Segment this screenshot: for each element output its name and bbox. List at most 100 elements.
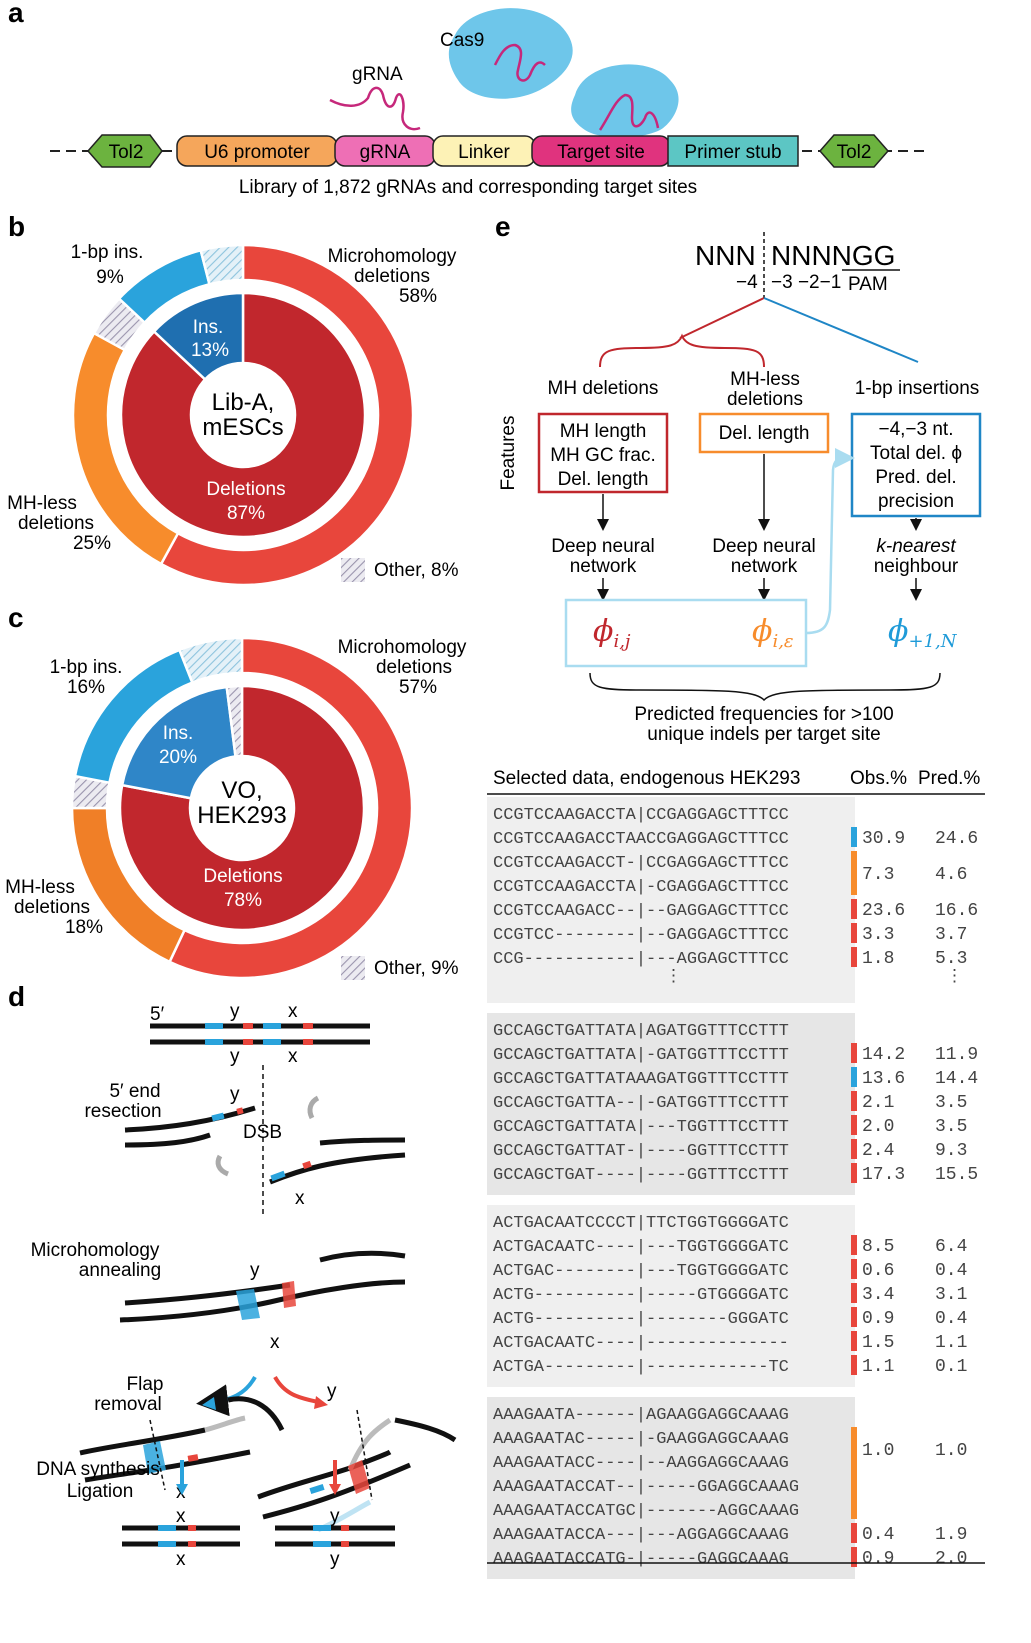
box-mh-2: MH GC frac. [550, 445, 656, 466]
final-left-red-top [188, 1525, 196, 1531]
cat-mh: MH deletions [548, 378, 659, 399]
indel-sequence: GCCAGCTGATTA--|-GATGGTTTCCTTT [493, 1094, 789, 1113]
flapR-right [394, 1417, 457, 1443]
phi-mhless: ϕi,ε [752, 614, 794, 652]
resect-red [236, 1107, 244, 1115]
other-legend-b: Other, 8% [374, 560, 459, 581]
pred-value: 24.6 [935, 829, 978, 849]
mh-blue-top [205, 1023, 223, 1029]
step-ligation-1: DNA synthesis [36, 1459, 160, 1480]
obs-value: 1.1 [862, 1357, 894, 1377]
cat-mhless-1: MH-less [730, 369, 800, 390]
box-ins-4: precision [878, 491, 954, 512]
pred-value: 1.0 [935, 1441, 967, 1461]
indel-sequence: AAAGAATACCATG-|-----GAGGCAAAG [493, 1550, 789, 1569]
flap-arrow-red [273, 1375, 319, 1404]
outer-slice-other-4 [199, 243, 245, 286]
ins-label-c-1: 1-bp ins. [50, 657, 123, 678]
grna-segment-label: gRNA [360, 142, 411, 163]
dsb-label: DSB [243, 1122, 282, 1143]
pred-value: 0.1 [935, 1357, 967, 1377]
pred-value: 1.9 [935, 1525, 967, 1545]
pred-value: 0.4 [935, 1309, 967, 1329]
panel-letter-a: a [8, 0, 24, 28]
outer-slice-microhomology-deletions-0 [159, 243, 415, 587]
center-label-c-2: HEK293 [197, 802, 286, 829]
indel-sequence: CCGTCCAAGACCT-|CCGAGGAGCTTTCC [493, 854, 789, 873]
center-label-b-1: Lib-A, [212, 389, 275, 416]
features-box-mhless [698, 412, 830, 454]
anneal-top-left [124, 1282, 291, 1306]
linker-label: Linker [458, 142, 510, 163]
output-brace [589, 672, 941, 702]
obs-header: Obs.% [850, 768, 907, 789]
obs-value: 23.6 [862, 901, 905, 921]
ins-label-b-1: 1-bp ins. [71, 242, 144, 263]
u6-promoter-label: U6 promoter [204, 142, 310, 163]
mh-red-bottom-1 [243, 1039, 253, 1045]
indel-sequence: GCCAGCTGATTATA|-GATGGTTTCCTTT [493, 1046, 789, 1065]
flapL-right [227, 1396, 285, 1432]
anneal-red-bridge [282, 1281, 296, 1308]
indel-sequence: ACTGAC--------|---TGGTGGGGATC [493, 1262, 789, 1281]
table-body: CCGTCCAAGACCTA|CCGAGGAGCTTTCC CCGTCCAAGAC… [487, 797, 978, 1579]
mhless-label-b-3: 25% [73, 533, 111, 554]
marker-mh [851, 1043, 857, 1063]
inner-del-label-b-1: Deletions [206, 479, 285, 500]
y-bottom-label: y [230, 1046, 240, 1067]
table-group-bg [487, 797, 855, 1003]
pred-value: 14.4 [935, 1069, 978, 1089]
obs-value: 7.3 [862, 865, 894, 885]
model-mhless-2: network [731, 556, 798, 577]
step-annealing-1: Microhomology [31, 1240, 160, 1261]
y-final-right-bottom: y [330, 1549, 340, 1570]
mhless-label-c-3: 18% [65, 917, 103, 938]
model-ins-2: neighbour [874, 556, 959, 577]
panel-b: b Lib-A, mESCs Microhomology deletions 5… [7, 211, 459, 587]
marker-mh [851, 923, 857, 943]
inner-ins-label-c-2: 20% [159, 747, 197, 768]
mh-label-c-2: deletions [376, 657, 452, 678]
mh-red-bottom-2 [303, 1039, 313, 1045]
donut-hole [190, 756, 294, 860]
marker-ins [851, 1067, 857, 1087]
obs-value: 0.4 [862, 1525, 894, 1545]
x-top-label: x [288, 1001, 298, 1022]
obs-value: 17.3 [862, 1165, 905, 1185]
mh-label-b-2: deletions [354, 266, 430, 287]
marker-mh [851, 899, 857, 919]
resect-blue-2 [270, 1170, 286, 1182]
flapR-gray-top [347, 1417, 392, 1471]
box-mh-3: Del. length [558, 469, 649, 490]
indel-sequence: GCCAGCTGATTAT-|----GGTTTCCTTT [493, 1142, 789, 1161]
marker-mh [851, 947, 857, 967]
indel-sequence: ACTG----------|-----GTGGGGATC [493, 1286, 789, 1305]
obs-value: 0.9 [862, 1549, 894, 1569]
pred-value: 3.5 [935, 1117, 967, 1137]
features-box-ins [850, 412, 982, 518]
mh-red-top-2 [303, 1023, 313, 1029]
box-mh-1: MH length [560, 421, 647, 442]
y-top-label: y [230, 1001, 240, 1022]
flapL-blue [143, 1441, 166, 1474]
mh-label-b-3: 58% [399, 286, 437, 307]
obs-value: 2.1 [862, 1093, 894, 1113]
panel-letter-d: d [8, 981, 25, 1012]
flap-arrow-blue [196, 1375, 257, 1417]
pred-value: 4.6 [935, 865, 967, 885]
x-final-left-top: x [176, 1506, 186, 1527]
other-legend-c: Other, 9% [374, 958, 459, 979]
phi-ins: ϕ+1,N [888, 614, 958, 652]
mhless-label-b-2: deletions [18, 513, 94, 534]
anneal-top-right [319, 1250, 406, 1263]
model-mhless-1: Deep neural [712, 536, 816, 557]
ref-sequence: AAAGAATA------|AGAAGGAGGCAAAG [493, 1406, 789, 1425]
model-ins-1: k-nearest [876, 536, 956, 557]
pos-right: −3 −2−1 [771, 272, 841, 293]
inner-ins-label-c-1: Ins. [163, 723, 194, 744]
step-flap-2: removal [94, 1394, 162, 1415]
split-red-brace [599, 333, 765, 368]
resect-right-bottom [269, 1152, 406, 1185]
box-ins-3: Pred. del. [875, 467, 956, 488]
donut-chart-vo-hek293 [70, 636, 414, 980]
